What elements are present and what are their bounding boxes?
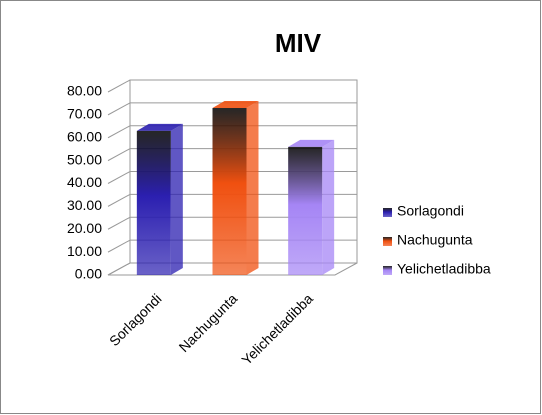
y-tick-label: 20.00 xyxy=(67,220,102,236)
legend-swatch xyxy=(383,266,392,275)
chart-title: MIV xyxy=(275,28,322,58)
bar-side xyxy=(322,139,335,275)
grid-line xyxy=(107,79,357,93)
grid-line xyxy=(107,193,357,207)
bar-top xyxy=(136,123,183,131)
bar-side xyxy=(170,123,183,275)
bar-top xyxy=(288,139,335,147)
grid-line xyxy=(107,262,357,276)
grid-line xyxy=(107,148,357,162)
y-tick-label: 40.00 xyxy=(67,174,102,190)
y-tick-label: 30.00 xyxy=(67,197,102,213)
y-tick-label: 60.00 xyxy=(67,128,102,144)
legend-label: Nachugunta xyxy=(397,232,473,248)
grid-line xyxy=(107,216,357,230)
bar xyxy=(288,146,323,275)
legend-label: Sorlagondi xyxy=(397,203,464,219)
legend-label: Yelichetladibba xyxy=(397,261,491,277)
grid-line xyxy=(107,171,357,184)
legend-swatch xyxy=(383,208,392,217)
grid-line xyxy=(107,125,357,139)
y-tick-label: 0.00 xyxy=(75,266,102,282)
bar-side xyxy=(246,101,259,275)
bar xyxy=(136,130,171,275)
bar-top xyxy=(212,101,259,109)
legend-swatch xyxy=(383,237,392,246)
bar xyxy=(212,108,247,275)
y-tick-label: 10.00 xyxy=(67,243,102,259)
y-tick-label: 50.00 xyxy=(67,151,102,167)
grid-line xyxy=(107,239,357,253)
grid-line xyxy=(107,102,357,116)
y-tick-label: 80.00 xyxy=(67,83,102,99)
y-tick-label: 70.00 xyxy=(67,106,102,122)
